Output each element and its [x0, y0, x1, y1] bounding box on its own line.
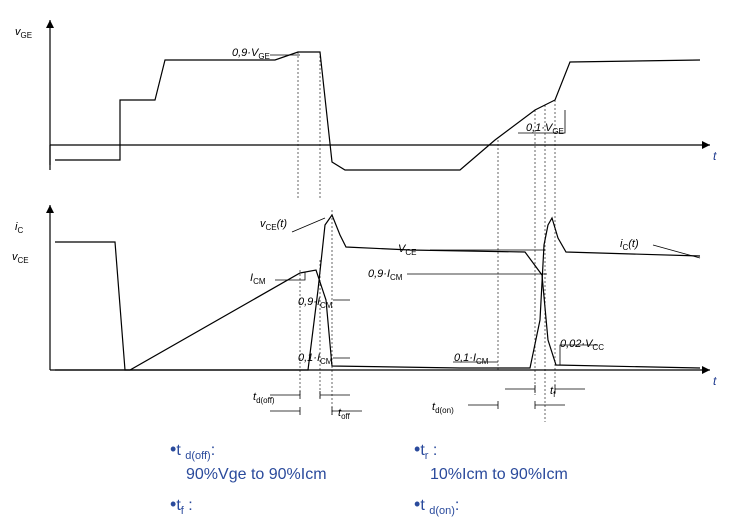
top-t-axis-label: t	[713, 149, 716, 163]
bullet-desc: 90%Vge to 90%Icm	[186, 464, 327, 486]
bullet-desc: 10%Icm to 90%Icm	[430, 464, 571, 486]
vge-axis-label: vGE	[15, 26, 32, 40]
bullet-list-right: •tr :10%Icm to 90%Icm •t d(on):10%Vge to …	[414, 437, 571, 522]
bullet-desc: 10%Vge to 10%Icm	[430, 519, 571, 522]
anno-ict: iC(t)	[620, 238, 639, 252]
bullet-title: •tr :	[414, 437, 571, 464]
bullet-title: •t d(on):	[414, 492, 571, 519]
anno-vcet: vCE(t)	[260, 218, 287, 232]
anno-p01icmb: 0,1·ICM	[454, 352, 488, 366]
ic-axis-label: iC	[15, 221, 23, 235]
bullet-list-left: •t d(off):90%Vge to 90%Icm •tf :90%Icm to…	[170, 437, 327, 522]
bullet-desc: 90%Icm to 10%Icm	[186, 519, 327, 522]
timing-tdoff: td(off)	[253, 391, 275, 405]
timing-tf: tf	[550, 385, 555, 399]
anno-p09icm: 0,9·ICM	[298, 296, 332, 310]
timing-toff: toff	[338, 407, 350, 421]
bullet-title: •t d(off):	[170, 437, 327, 464]
anno-p09vge: 0,9·VGE	[232, 47, 270, 61]
vce-axis-label: vCE	[12, 251, 29, 265]
anno-p01vge: 0,1·VGE	[526, 122, 564, 136]
timing-diagram-canvas: vGE t iC vCE t 0,9·VGE 0,1·VGE vCE(t) ICM 0…	[0, 0, 746, 522]
timing-tdon: td(on)	[432, 401, 454, 415]
diagram-svg	[0, 0, 746, 522]
anno-Vce: VCE	[398, 243, 416, 257]
bottom-t-axis-label: t	[713, 374, 716, 388]
bullet-title: •tf :	[170, 492, 327, 519]
anno-p002vcc: 0,02·VCC	[560, 338, 604, 352]
anno-p01icma: 0,1·ICM	[298, 352, 332, 366]
anno-icm: ICM	[250, 272, 266, 286]
anno-p09icmb: 0,9·ICM	[368, 268, 402, 282]
